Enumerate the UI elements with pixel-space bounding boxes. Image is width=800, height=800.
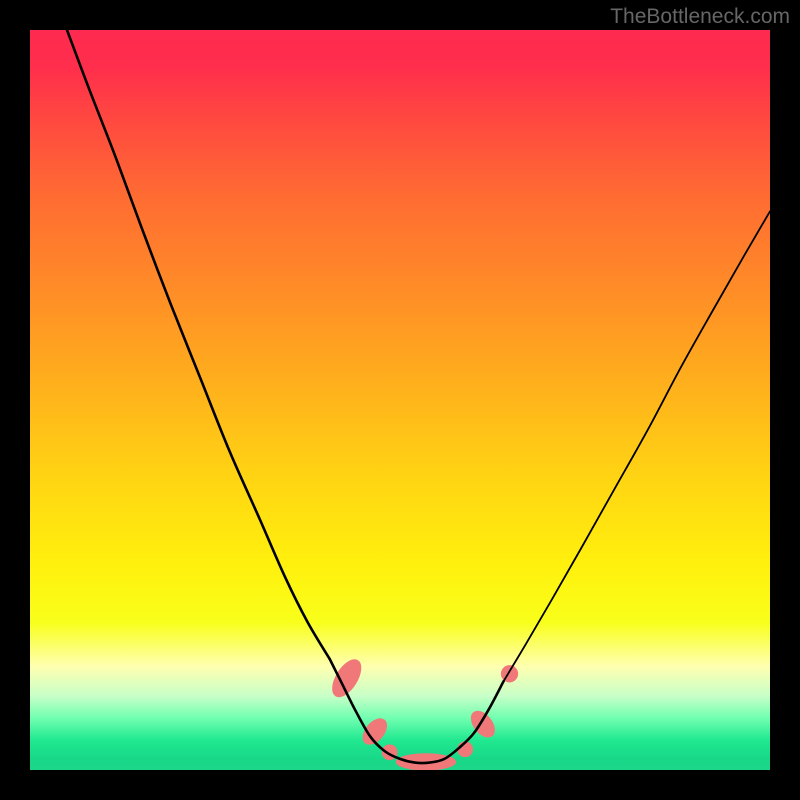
curve-layer <box>30 30 770 770</box>
plot-area <box>30 30 770 770</box>
chart-stage: TheBottleneck.com <box>0 0 800 800</box>
bottleneck-curve-left <box>67 30 330 659</box>
watermark-text: TheBottleneck.com <box>610 5 790 29</box>
bottleneck-curve-right <box>504 211 770 681</box>
